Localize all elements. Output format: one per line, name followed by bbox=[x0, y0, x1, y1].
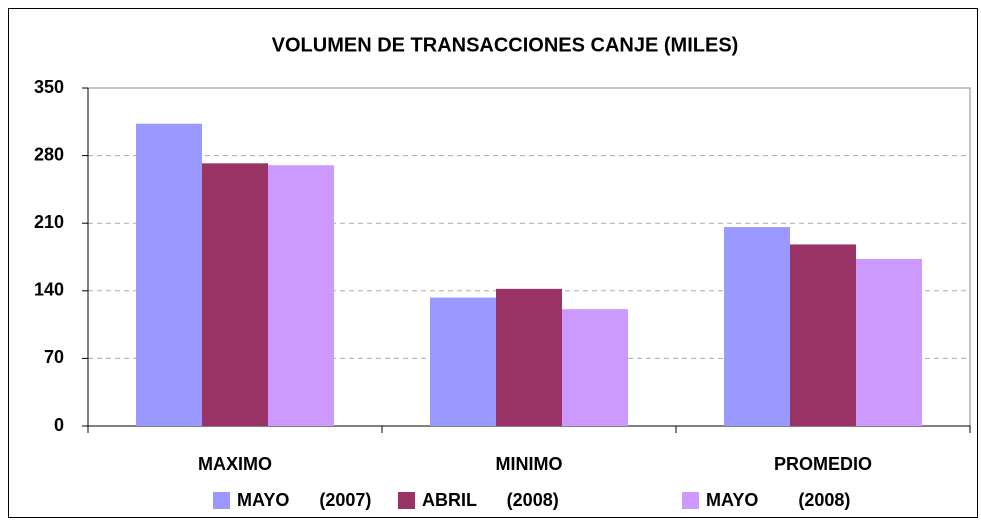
x-tick-label: MINIMO bbox=[496, 454, 563, 474]
y-tick-label: 0 bbox=[54, 415, 64, 435]
y-tick-label: 210 bbox=[34, 212, 64, 232]
bar bbox=[856, 258, 922, 426]
legend-label: MAYO (2008) bbox=[706, 490, 850, 510]
y-tick-label: 140 bbox=[34, 280, 64, 300]
bar bbox=[724, 227, 790, 426]
legend-label: ABRIL (2008) bbox=[422, 490, 559, 510]
bar bbox=[790, 244, 856, 426]
x-tick-label: MAXIMO bbox=[198, 454, 272, 474]
bar bbox=[268, 165, 334, 426]
legend-swatch bbox=[682, 492, 699, 509]
chart-title: VOLUMEN DE TRANSACCIONES CANJE (MILES) bbox=[272, 34, 739, 56]
x-tick-label: PROMEDIO bbox=[774, 454, 872, 474]
bar bbox=[136, 123, 202, 426]
y-tick-label: 350 bbox=[34, 77, 64, 97]
y-tick-label: 280 bbox=[34, 144, 64, 164]
bar bbox=[430, 297, 496, 426]
y-tick-label: 70 bbox=[44, 347, 64, 367]
bar bbox=[496, 288, 562, 426]
bar bbox=[202, 163, 268, 426]
legend-swatch bbox=[213, 492, 230, 509]
legend-swatch bbox=[398, 492, 415, 509]
legend-label: MAYO (2007) bbox=[237, 490, 371, 510]
bar bbox=[562, 309, 628, 426]
